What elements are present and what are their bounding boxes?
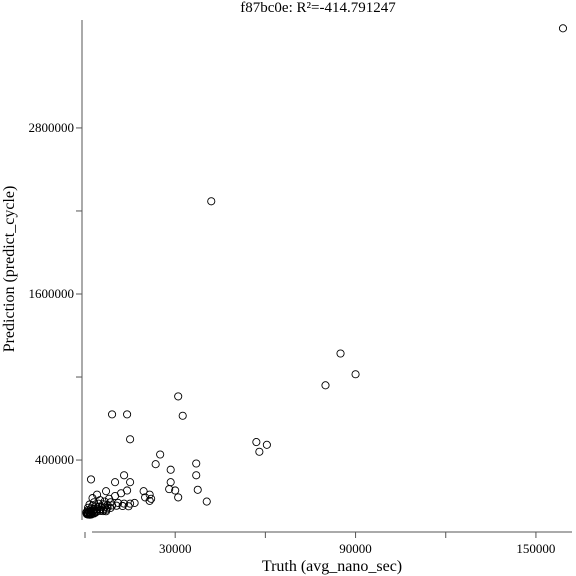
- data-point: [130, 498, 139, 507]
- data-point: [262, 440, 271, 449]
- data-point: [108, 501, 117, 510]
- data-point: [111, 478, 120, 487]
- data-point: [112, 501, 121, 510]
- data-point: [166, 465, 175, 474]
- data-point: [145, 496, 154, 505]
- data-point: [120, 471, 129, 480]
- data-point: [166, 478, 175, 487]
- data-point: [92, 490, 102, 499]
- data-point: [126, 478, 135, 487]
- data-points: [82, 24, 568, 519]
- data-point: [123, 410, 132, 419]
- data-point: [108, 410, 117, 419]
- data-point: [558, 24, 568, 33]
- data-point: [321, 381, 330, 390]
- data-point: [126, 435, 135, 444]
- data-point: [101, 507, 111, 516]
- data-point: [252, 438, 261, 447]
- data-point: [351, 370, 360, 379]
- x-axis-label: Truth (avg_nano_sec): [262, 558, 402, 575]
- y-tick-label: 1600000: [29, 286, 75, 301]
- y-axis-ticks: 400000 1600000 2800000: [29, 120, 82, 467]
- data-point: [192, 471, 201, 480]
- chart-title: f87bc0e: R²=-414.791247: [240, 0, 396, 16]
- data-point: [151, 460, 160, 469]
- data-point: [145, 490, 154, 499]
- y-axis-label: Prediction (predict_cycle): [1, 186, 18, 353]
- data-point: [86, 475, 96, 484]
- data-point: [207, 197, 216, 206]
- y-tick-label: 2800000: [29, 120, 75, 135]
- data-point: [336, 349, 345, 358]
- data-point: [178, 411, 187, 420]
- data-point: [118, 501, 127, 511]
- data-point: [174, 392, 183, 401]
- data-point: [202, 497, 211, 506]
- data-point: [174, 493, 183, 502]
- data-point: [193, 485, 202, 494]
- data-point: [139, 487, 148, 496]
- data-point: [120, 499, 129, 508]
- data-point: [85, 510, 94, 519]
- x-axis-ticks: 30000 90000 150000: [84, 532, 555, 556]
- x-tick-label: 30000: [159, 541, 192, 556]
- y-tick-label: 400000: [35, 452, 74, 467]
- data-point: [165, 485, 174, 494]
- data-point: [192, 459, 201, 468]
- data-point: [124, 502, 133, 511]
- data-point: [147, 494, 156, 503]
- data-point: [255, 447, 264, 456]
- x-tick-label: 90000: [339, 541, 372, 556]
- data-point: [171, 486, 180, 495]
- data-point: [156, 450, 165, 459]
- data-point: [101, 487, 111, 496]
- x-tick-label: 150000: [516, 541, 555, 556]
